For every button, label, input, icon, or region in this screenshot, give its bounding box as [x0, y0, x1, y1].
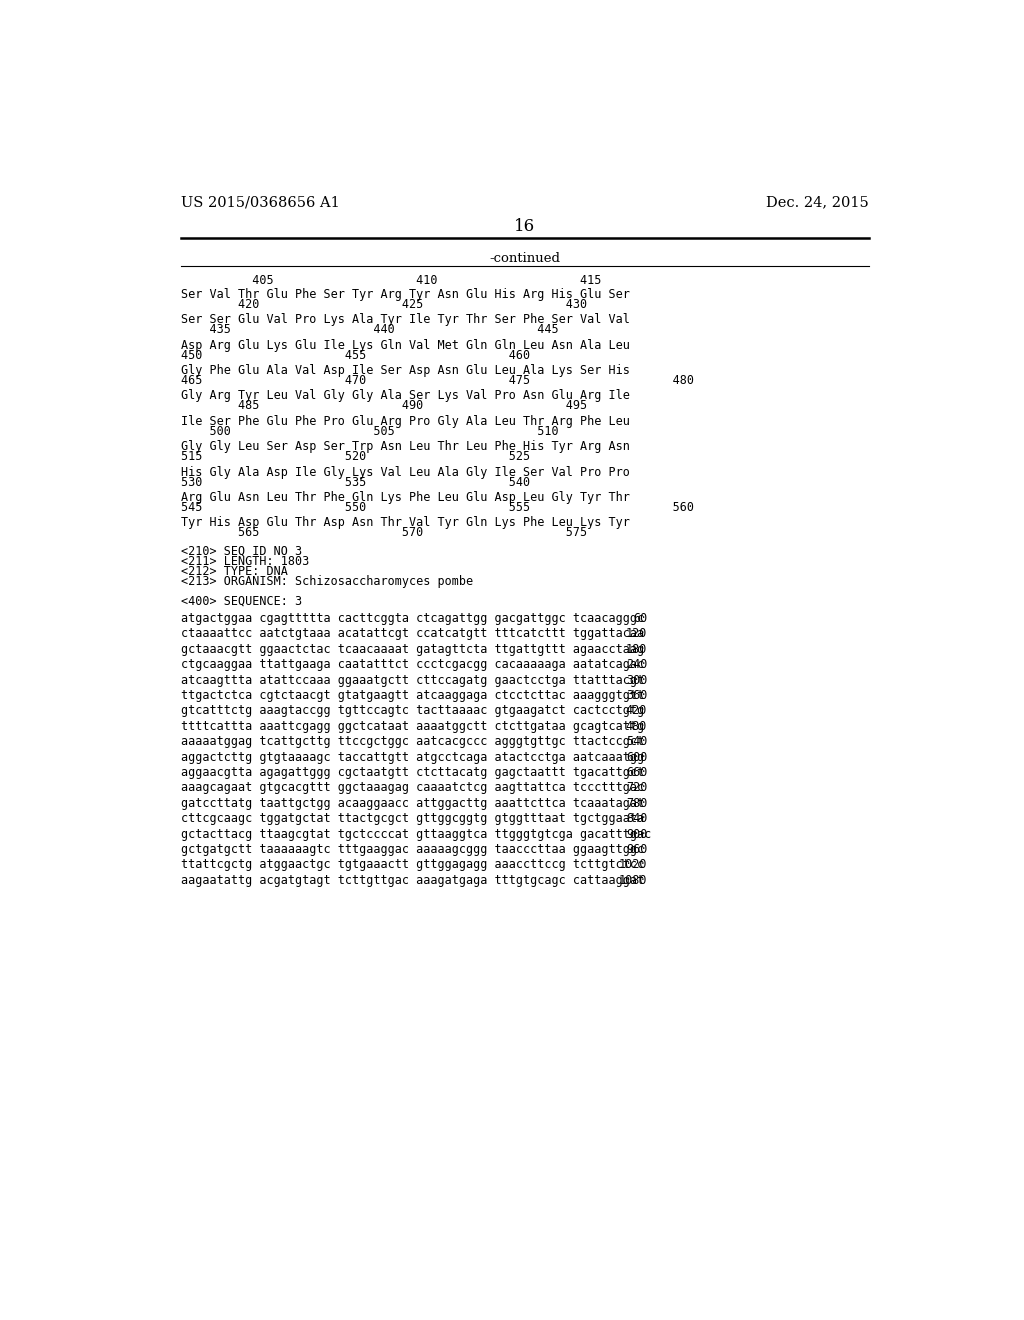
Text: cttcgcaagc tggatgctat ttactgcgct gttggcggtg gtggtttaat tgctggaata: cttcgcaagc tggatgctat ttactgcgct gttggcg…	[180, 812, 644, 825]
Text: <210> SEQ ID NO 3: <210> SEQ ID NO 3	[180, 545, 302, 558]
Text: gctgatgctt taaaaaagtc tttgaaggac aaaaagcggg taacccttaa ggaagttggc: gctgatgctt taaaaaagtc tttgaaggac aaaaagc…	[180, 843, 644, 855]
Text: ctgcaaggaa ttattgaaga caatatttct ccctcgacgg cacaaaaaga aatatcagac: ctgcaaggaa ttattgaaga caatatttct ccctcga…	[180, 659, 644, 671]
Text: 1080: 1080	[618, 874, 647, 887]
Text: atgactggaa cgagttttta cacttcggta ctcagattgg gacgattggc tcaacagggc: atgactggaa cgagttttta cacttcggta ctcagat…	[180, 612, 644, 624]
Text: 515                    520                    525: 515 520 525	[180, 450, 529, 463]
Text: 660: 660	[626, 766, 647, 779]
Text: 600: 600	[626, 751, 647, 763]
Text: Arg Glu Asn Leu Thr Phe Gln Lys Phe Leu Glu Asp Leu Gly Tyr Thr: Arg Glu Asn Leu Thr Phe Gln Lys Phe Leu …	[180, 491, 630, 504]
Text: 420: 420	[626, 705, 647, 717]
Text: -continued: -continued	[489, 252, 560, 265]
Text: Dec. 24, 2015: Dec. 24, 2015	[766, 195, 869, 210]
Text: 465                    470                    475                    480: 465 470 475 480	[180, 374, 693, 387]
Text: 720: 720	[626, 781, 647, 795]
Text: US 2015/0368656 A1: US 2015/0368656 A1	[180, 195, 339, 210]
Text: ttgactctca cgtctaacgt gtatgaagtt atcaaggaga ctcctcttac aaagggtgtt: ttgactctca cgtctaacgt gtatgaagtt atcaagg…	[180, 689, 644, 702]
Text: <213> ORGANISM: Schizosaccharomyces pombe: <213> ORGANISM: Schizosaccharomyces pomb…	[180, 576, 473, 587]
Text: Asp Arg Glu Lys Glu Ile Lys Gln Val Met Gln Gln Leu Asn Ala Leu: Asp Arg Glu Lys Glu Ile Lys Gln Val Met …	[180, 339, 630, 351]
Text: Gly Gly Leu Ser Asp Ser Trp Asn Leu Thr Leu Phe His Tyr Arg Asn: Gly Gly Leu Ser Asp Ser Trp Asn Leu Thr …	[180, 441, 630, 453]
Text: 300: 300	[626, 673, 647, 686]
Text: 1020: 1020	[618, 858, 647, 871]
Text: Ile Ser Phe Glu Phe Pro Glu Arg Pro Gly Ala Leu Thr Arg Phe Leu: Ile Ser Phe Glu Phe Pro Glu Arg Pro Gly …	[180, 414, 630, 428]
Text: 16: 16	[514, 218, 536, 235]
Text: 565                    570                    575: 565 570 575	[180, 527, 587, 540]
Text: gctaaacgtt ggaactctac tcaacaaaat gatagttcta ttgattgttt agaacctaag: gctaaacgtt ggaactctac tcaacaaaat gatagtt…	[180, 643, 644, 656]
Text: 60: 60	[633, 612, 647, 624]
Text: 405                    410                    415: 405 410 415	[180, 275, 601, 286]
Text: 960: 960	[626, 843, 647, 855]
Text: 485                    490                    495: 485 490 495	[180, 400, 587, 412]
Text: Gly Arg Tyr Leu Val Gly Gly Ala Ser Lys Val Pro Asn Glu Arg Ile: Gly Arg Tyr Leu Val Gly Gly Ala Ser Lys …	[180, 389, 630, 403]
Text: 240: 240	[626, 659, 647, 671]
Text: 840: 840	[626, 812, 647, 825]
Text: ttattcgctg atggaactgc tgtgaaactt gttggagagg aaaccttccg tcttgtctcc: ttattcgctg atggaactgc tgtgaaactt gttggag…	[180, 858, 644, 871]
Text: Tyr His Asp Glu Thr Asp Asn Thr Val Tyr Gln Lys Phe Leu Lys Tyr: Tyr His Asp Glu Thr Asp Asn Thr Val Tyr …	[180, 516, 630, 529]
Text: gtcatttctg aaagtaccgg tgttccagtc tacttaaaac gtgaagatct cactcctgtg: gtcatttctg aaagtaccgg tgttccagtc tacttaa…	[180, 705, 644, 717]
Text: 540: 540	[626, 735, 647, 748]
Text: atcaagttta atattccaaa ggaaatgctt cttccagatg gaactcctga ttatttacgt: atcaagttta atattccaaa ggaaatgctt cttccag…	[180, 673, 644, 686]
Text: 120: 120	[626, 627, 647, 640]
Text: 420                    425                    430: 420 425 430	[180, 298, 587, 310]
Text: <400> SEQUENCE: 3: <400> SEQUENCE: 3	[180, 594, 302, 607]
Text: Ser Ser Glu Val Pro Lys Ala Tyr Ile Tyr Thr Ser Phe Ser Val Val: Ser Ser Glu Val Pro Lys Ala Tyr Ile Tyr …	[180, 313, 630, 326]
Text: 780: 780	[626, 797, 647, 809]
Text: 360: 360	[626, 689, 647, 702]
Text: 545                    550                    555                    560: 545 550 555 560	[180, 502, 693, 513]
Text: Ser Val Thr Glu Phe Ser Tyr Arg Tyr Asn Glu His Arg His Glu Ser: Ser Val Thr Glu Phe Ser Tyr Arg Tyr Asn …	[180, 288, 630, 301]
Text: 480: 480	[626, 719, 647, 733]
Text: 450                    455                    460: 450 455 460	[180, 348, 529, 362]
Text: 435                    440                    445: 435 440 445	[180, 323, 558, 337]
Text: aaaaatggag tcattgcttg ttccgctggc aatcacgccc agggtgttgc ttactccgct: aaaaatggag tcattgcttg ttccgctggc aatcacg…	[180, 735, 644, 748]
Text: <212> TYPE: DNA: <212> TYPE: DNA	[180, 565, 288, 578]
Text: 900: 900	[626, 828, 647, 841]
Text: 500                    505                    510: 500 505 510	[180, 425, 558, 438]
Text: Gly Phe Glu Ala Val Asp Ile Ser Asp Asn Glu Leu Ala Lys Ser His: Gly Phe Glu Ala Val Asp Ile Ser Asp Asn …	[180, 364, 630, 378]
Text: aagaatattg acgatgtagt tcttgttgac aaagatgaga tttgtgcagc cattaaggat: aagaatattg acgatgtagt tcttgttgac aaagatg…	[180, 874, 644, 887]
Text: His Gly Ala Asp Ile Gly Lys Val Leu Ala Gly Ile Ser Val Pro Pro: His Gly Ala Asp Ile Gly Lys Val Leu Ala …	[180, 466, 630, 479]
Text: ctaaaattcc aatctgtaaa acatattcgt ccatcatgtt tttcatcttt tggattacaa: ctaaaattcc aatctgtaaa acatattcgt ccatcat…	[180, 627, 644, 640]
Text: aggactcttg gtgtaaaagc taccattgtt atgcctcaga atactcctga aatcaaatgg: aggactcttg gtgtaaaagc taccattgtt atgcctc…	[180, 751, 644, 763]
Text: <211> LENGTH: 1803: <211> LENGTH: 1803	[180, 554, 309, 568]
Text: ttttcattta aaattcgagg ggctcataat aaaatggctt ctcttgataa gcagtcattg: ttttcattta aaattcgagg ggctcataat aaaatgg…	[180, 719, 644, 733]
Text: 530                    535                    540: 530 535 540	[180, 475, 529, 488]
Text: gatccttatg taattgctgg acaaggaacc attggacttg aaattcttca tcaaatagat: gatccttatg taattgctgg acaaggaacc attggac…	[180, 797, 644, 809]
Text: aaagcagaat gtgcacgttt ggctaaagag caaaatctcg aagttattca tccctttgac: aaagcagaat gtgcacgttt ggctaaagag caaaatc…	[180, 781, 644, 795]
Text: aggaacgtta agagattggg cgctaatgtt ctcttacatg gagctaattt tgacattgct: aggaacgtta agagattggg cgctaatgtt ctcttac…	[180, 766, 644, 779]
Text: gctacttacg ttaagcgtat tgctccccat gttaaggtca ttgggtgtcga gacatttgac: gctacttacg ttaagcgtat tgctccccat gttaagg…	[180, 828, 651, 841]
Text: 180: 180	[626, 643, 647, 656]
